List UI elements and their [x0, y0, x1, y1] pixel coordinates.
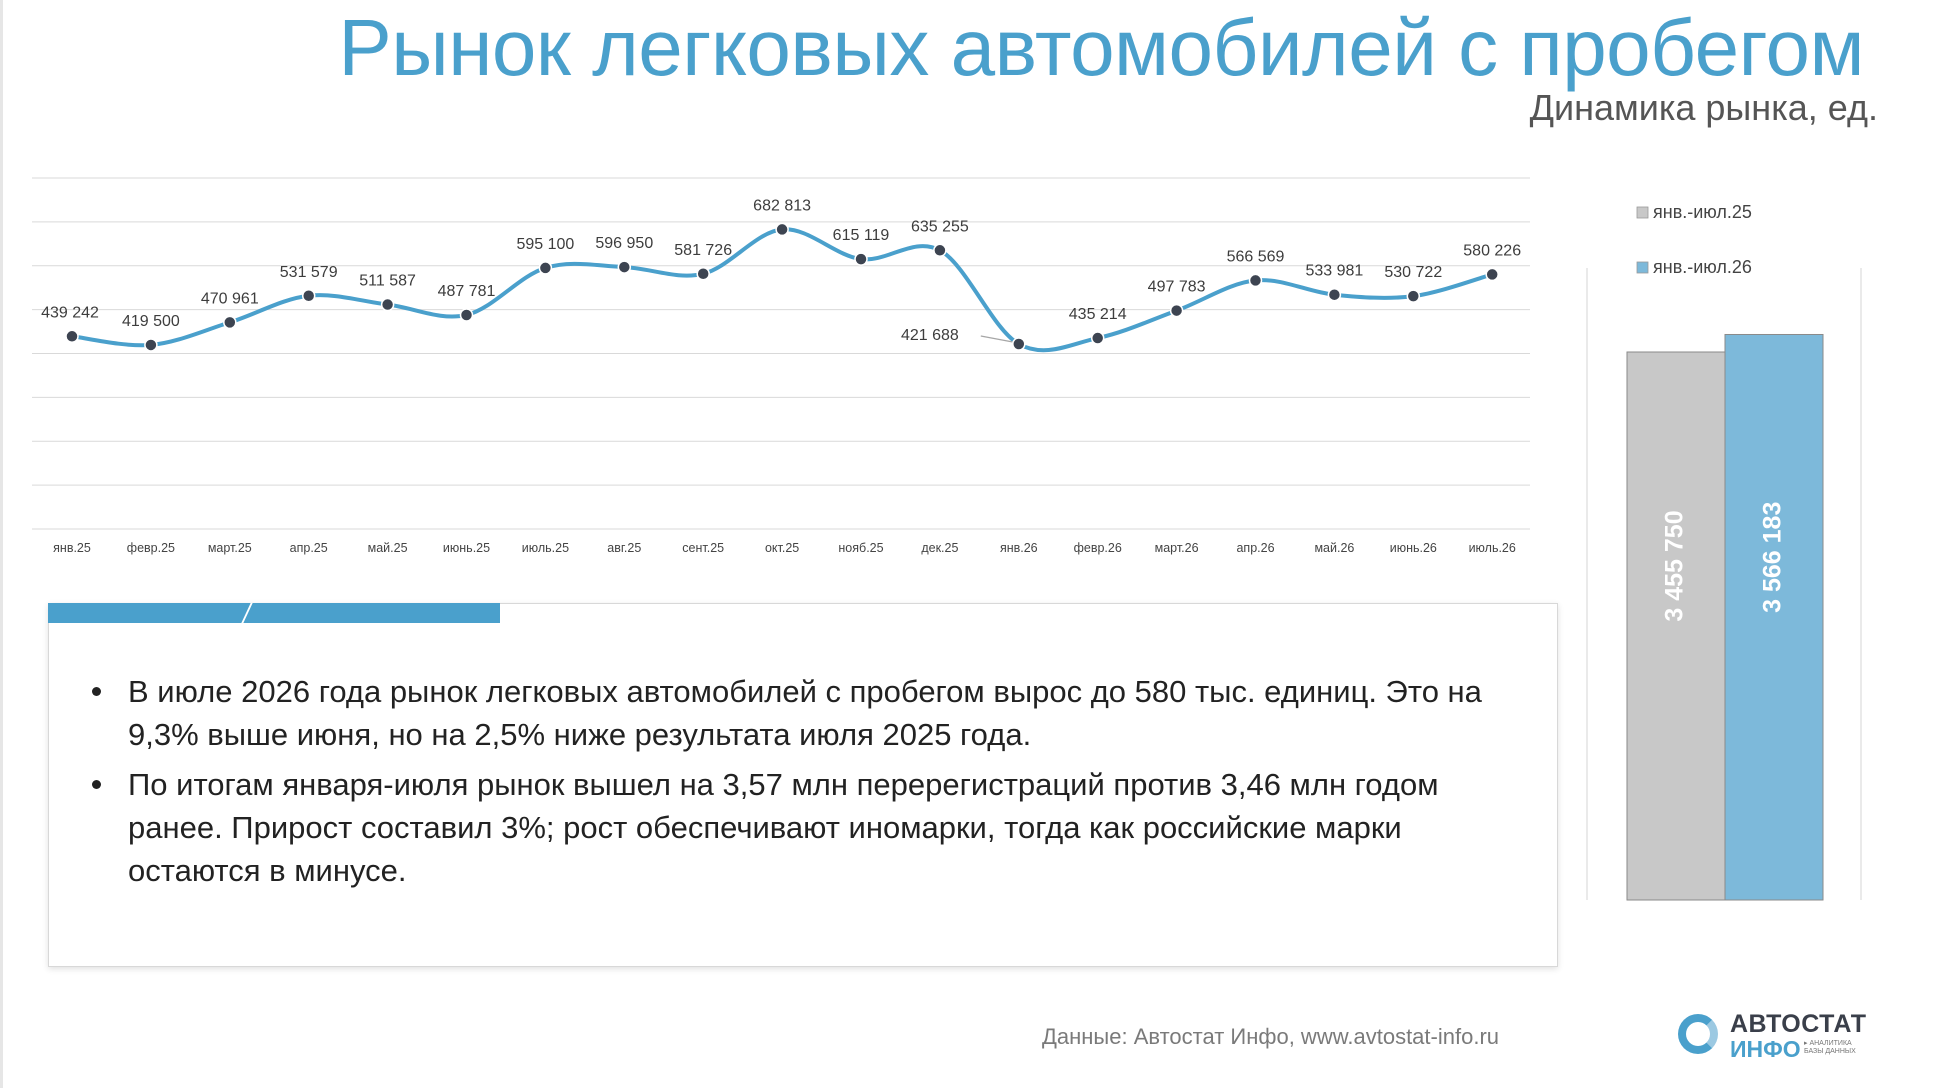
x-tick-label: июль.26 — [1469, 541, 1516, 555]
bar — [1626, 351, 1726, 901]
data-label: 530 722 — [1384, 264, 1442, 281]
data-label: 682 813 — [753, 197, 811, 214]
data-point — [775, 222, 789, 237]
bar — [1724, 333, 1824, 901]
x-tick-label: янв.26 — [1000, 541, 1038, 555]
info-box — [48, 603, 1558, 967]
data-point — [1012, 337, 1026, 351]
data-label: 439 242 — [41, 304, 99, 321]
bar-value-label: 3 566 183 — [1759, 502, 1787, 613]
data-label: 566 569 — [1227, 248, 1285, 265]
x-tick-label: июнь.25 — [443, 541, 490, 555]
x-tick-label: февр.26 — [1074, 541, 1122, 555]
data-label: 580 226 — [1463, 242, 1521, 259]
data-point — [617, 260, 632, 274]
data-point — [1485, 267, 1499, 282]
x-tick-label: авг.25 — [607, 541, 641, 555]
data-point — [301, 289, 316, 303]
bullet-list: В июле 2026 года рынок легковых автомоби… — [84, 670, 1514, 899]
data-point — [1090, 331, 1105, 345]
data-point — [459, 308, 474, 322]
series-line — [70, 227, 1495, 353]
data-label: 595 100 — [516, 236, 574, 253]
x-tick-label: сент.25 — [682, 541, 724, 555]
x-tick-label: февр.25 — [127, 541, 175, 555]
logo-ring-icon — [1678, 1014, 1718, 1054]
bar-value-label: 3 455 750 — [1661, 510, 1689, 621]
data-label: 581 726 — [674, 242, 732, 259]
data-label: 511 587 — [359, 273, 416, 290]
data-point — [933, 243, 947, 258]
x-tick-label: нояб.25 — [838, 541, 883, 555]
info-box-tab — [48, 603, 500, 623]
data-label: 635 255 — [911, 218, 969, 235]
x-tick-label: янв.25 — [53, 541, 91, 555]
page-subtitle: Динамика рынка, ед. — [1529, 87, 1878, 128]
bullet-item: По итогам января-июля рынок вышел на 3,5… — [84, 763, 1514, 892]
data-point — [380, 297, 395, 312]
data-point — [1248, 273, 1263, 288]
x-tick-label: июнь.26 — [1390, 541, 1437, 555]
logo-tagline: ▸ АНАЛИТИКА БАЗЫ ДАННЫХ — [1804, 1040, 1856, 1055]
avtostat-logo: АВТОСТАТ ИНФО ▸ АНАЛИТИКА БАЗЫ ДАННЫХ — [1676, 1010, 1867, 1062]
x-tick-label: апр.26 — [1236, 541, 1274, 555]
data-point — [696, 267, 710, 281]
data-label: 435 214 — [1069, 306, 1127, 323]
data-point — [1327, 287, 1342, 302]
data-point — [144, 338, 158, 352]
logo-wordmark: АВТОСТАТ — [1730, 1010, 1867, 1038]
data-label: 421 688 — [901, 327, 959, 344]
x-tick-label: март.26 — [1155, 541, 1199, 555]
data-label: 615 119 — [833, 227, 890, 244]
source-note: Данные: Автостат Инфо, www.avtostat-info… — [1041, 1024, 1499, 1049]
legend-label: янв.-июл.26 — [1653, 257, 1752, 277]
x-tick-label: май.26 — [1314, 541, 1354, 555]
line-chart: 439 242 419 500 470 961 531 579 511 587 487 7… — [32, 177, 1530, 555]
x-tick-label: апр.25 — [290, 541, 328, 555]
x-tick-label: май.25 — [368, 541, 408, 555]
data-point — [223, 315, 237, 330]
x-tick-label: март.25 — [208, 541, 252, 555]
page-title: Рынок легковых автомобилей с пробегом — [338, 3, 1864, 92]
slide-left-edge — [0, 0, 3, 1088]
bar-chart: янв.-июл.25 янв.-июл.26 3 455 750 3 566 183 — [1586, 202, 1862, 901]
data-label: 470 961 — [201, 290, 259, 307]
legend-label: янв.-июл.25 — [1653, 202, 1752, 222]
data-label: 596 950 — [595, 235, 653, 252]
data-label: 497 783 — [1148, 279, 1206, 296]
data-point — [854, 252, 868, 266]
data-label: 531 579 — [280, 264, 338, 281]
logo-wordmark-info: ИНФО — [1730, 1036, 1801, 1062]
legend-swatch — [1636, 206, 1649, 219]
x-tick-label: дек.25 — [921, 541, 958, 555]
bullet-item: В июле 2026 года рынок легковых автомоби… — [84, 670, 1514, 756]
x-tick-label: окт.25 — [765, 541, 799, 555]
data-point — [1169, 303, 1184, 318]
legend-swatch — [1636, 261, 1649, 274]
data-label: 533 981 — [1305, 263, 1363, 280]
data-label: 419 500 — [122, 313, 180, 330]
data-point — [538, 261, 553, 275]
x-tick-label: июль.25 — [522, 541, 569, 555]
data-point — [1406, 289, 1421, 303]
data-point — [65, 329, 79, 344]
label-leader-line — [980, 335, 1013, 343]
data-label: 487 781 — [438, 283, 496, 300]
